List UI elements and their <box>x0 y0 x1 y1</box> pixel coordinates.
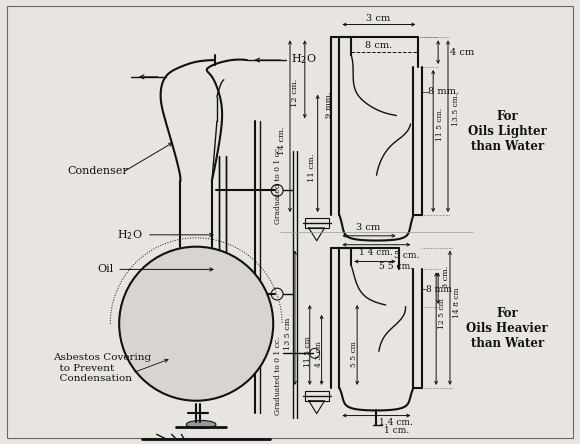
Bar <box>305 218 328 228</box>
Text: 12 5 cm: 12 5 cm <box>438 298 446 329</box>
Text: 14 cm.: 14 cm. <box>278 126 286 155</box>
Text: 4 3 cm: 4 3 cm <box>314 341 322 368</box>
Text: 12 cm.: 12 cm. <box>291 79 299 107</box>
Text: Condenser: Condenser <box>68 166 129 176</box>
Text: H$_2$O: H$_2$O <box>117 228 143 242</box>
Text: 13.5 cm.: 13.5 cm. <box>452 93 460 126</box>
Text: 8 mm: 8 mm <box>426 285 452 293</box>
Circle shape <box>119 247 273 401</box>
Text: 5 5 cm: 5 5 cm <box>350 341 358 367</box>
Text: 13 5 cm: 13 5 cm <box>284 318 292 350</box>
Text: H$_2$O: H$_2$O <box>291 52 317 66</box>
Text: For
Oils Lighter
than Water: For Oils Lighter than Water <box>468 110 547 153</box>
Bar <box>179 270 200 279</box>
Bar <box>305 391 328 401</box>
Circle shape <box>271 288 283 300</box>
Text: 3 cm.: 3 cm. <box>442 266 450 288</box>
Text: 11 5 cm.: 11 5 cm. <box>436 108 444 141</box>
Circle shape <box>271 184 283 196</box>
Text: 3 cm: 3 cm <box>366 14 390 23</box>
Text: 1 4 cm.: 1 4 cm. <box>360 248 393 257</box>
Text: 8 cm.: 8 cm. <box>365 41 393 50</box>
Text: 3 cm: 3 cm <box>356 223 380 232</box>
Text: 11 5 cm: 11 5 cm <box>304 337 312 367</box>
Text: 11 cm.: 11 cm. <box>308 153 316 182</box>
Bar <box>207 295 217 303</box>
Text: 4 cm: 4 cm <box>450 48 474 57</box>
Text: 8 mm.: 8 mm. <box>428 87 459 96</box>
Text: 1 cm.: 1 cm. <box>384 426 409 435</box>
Ellipse shape <box>186 420 216 428</box>
Text: 14 8 cm: 14 8 cm <box>453 287 461 318</box>
Text: Oil: Oil <box>97 264 114 274</box>
Circle shape <box>310 349 320 358</box>
Text: 5 cm.: 5 cm. <box>394 251 419 260</box>
Text: 1.4 cm.: 1.4 cm. <box>379 418 413 427</box>
Text: Asbestos Covering
  to Prevent
  Condensation: Asbestos Covering to Prevent Condensatio… <box>53 353 151 383</box>
Text: For
Oils Heavier
than Water: For Oils Heavier than Water <box>466 307 548 350</box>
Text: Graduated to 0 1 cc.: Graduated to 0 1 cc. <box>274 146 282 225</box>
Text: Graduated to 0 1 cc.: Graduated to 0 1 cc. <box>274 337 282 415</box>
Text: 5 5 cm.: 5 5 cm. <box>379 262 413 271</box>
Text: 9 mm.: 9 mm. <box>325 91 334 118</box>
